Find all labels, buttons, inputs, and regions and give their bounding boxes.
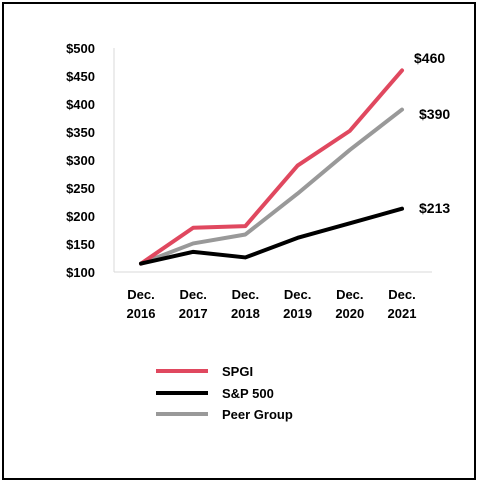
x-tick-labels: Dec. 2016 Dec. 2017 Dec. 2018 Dec. 2019 Dec. 2020… — [127, 287, 417, 321]
axes — [113, 48, 432, 273]
x-tick-label: Dec. — [336, 287, 363, 302]
y-tick-label: $150 — [66, 237, 95, 252]
legend: SPGI S&P 500 Peer Group — [156, 364, 293, 422]
end-value-label: $390 — [419, 106, 450, 122]
series-lines — [139, 68, 404, 266]
x-tick-label: 2016 — [127, 306, 156, 321]
x-tick-label: Dec. — [388, 287, 415, 302]
series-line-spgi — [139, 68, 404, 266]
legend-label: S&P 500 — [222, 386, 274, 401]
y-tick-label: $250 — [66, 181, 95, 196]
end-value-label: $460 — [414, 50, 445, 66]
x-tick-label: 2021 — [388, 306, 417, 321]
y-tick-labels: $100 $150 $200 $250 $300 $350 $400 $450 $500 — [66, 41, 95, 280]
y-tick-label: $500 — [66, 41, 95, 56]
x-tick-label: 2017 — [179, 306, 208, 321]
end-value-labels: $460 $213 $390 — [414, 50, 450, 216]
series-line-peer-group — [139, 107, 404, 266]
x-tick-label: 2019 — [283, 306, 312, 321]
legend-label: Peer Group — [222, 407, 293, 422]
x-tick-label: Dec. — [284, 287, 311, 302]
y-tick-label: $350 — [66, 125, 95, 140]
y-tick-label: $400 — [66, 97, 95, 112]
y-tick-label: $200 — [66, 209, 95, 224]
y-tick-label: $300 — [66, 153, 95, 168]
end-value-label: $213 — [419, 200, 450, 216]
x-tick-label: 2020 — [335, 306, 364, 321]
y-tick-label: $450 — [66, 69, 95, 84]
x-tick-label: Dec. — [232, 287, 259, 302]
legend-label: SPGI — [222, 364, 253, 379]
x-tick-label: Dec. — [179, 287, 206, 302]
series-line-s-p-500 — [139, 206, 404, 266]
x-tick-label: Dec. — [127, 287, 154, 302]
y-tick-label: $100 — [66, 265, 95, 280]
x-tick-label: 2018 — [231, 306, 260, 321]
